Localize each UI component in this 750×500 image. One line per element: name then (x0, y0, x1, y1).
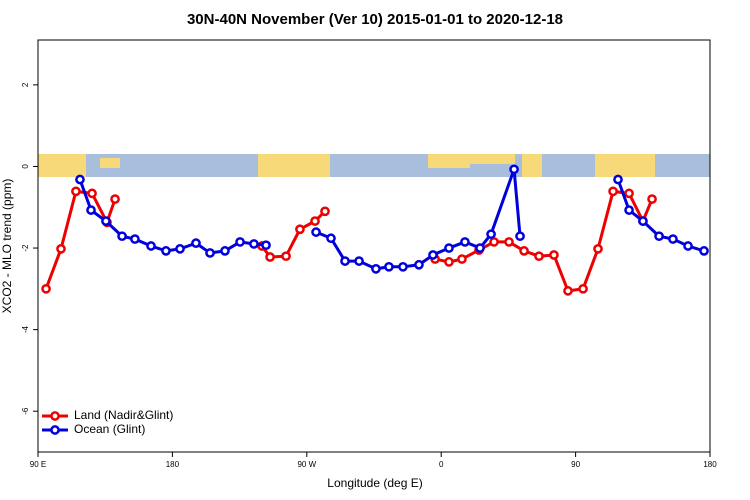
series-point (428, 250, 438, 260)
series-point (146, 241, 156, 251)
series-point (593, 244, 603, 254)
series-point (384, 261, 394, 272)
series-point (699, 246, 709, 256)
series-point (249, 239, 259, 249)
series-point (56, 244, 66, 254)
series-point (444, 243, 454, 253)
series-point (265, 252, 275, 262)
series-point (87, 188, 97, 199)
series-point (457, 254, 467, 264)
x-tick-label: 180 (166, 460, 180, 469)
series-point (489, 237, 499, 247)
series-point (414, 259, 424, 270)
chart-title: 30N-40N November (Ver 10) 2015-01-01 to … (187, 11, 563, 28)
series-point (398, 261, 408, 272)
series-point (86, 205, 96, 215)
series-point (509, 164, 519, 175)
y-tick-label: 0 (21, 164, 30, 169)
series-point (624, 188, 634, 199)
x-tick-label: 90 E (30, 460, 46, 469)
series-point (608, 186, 618, 197)
y-tick-label: -4 (21, 326, 30, 334)
x-tick-label: 90 W (297, 460, 316, 469)
series-point (220, 246, 230, 256)
series-point (71, 186, 81, 197)
series-point (175, 244, 185, 254)
series-point (354, 256, 364, 266)
legend-label: Ocean (Glint) (74, 422, 145, 436)
series-point (320, 206, 330, 217)
series-point (475, 243, 485, 253)
series-point (371, 263, 381, 274)
series-point (515, 231, 525, 242)
x-tick-label: 90 (571, 460, 580, 469)
series-point (578, 283, 588, 294)
series-point (444, 257, 454, 267)
x-tick-label: 0 (439, 460, 444, 469)
legend-label: Land (Nadir&Glint) (74, 408, 173, 422)
series-point (340, 256, 350, 266)
series-point (668, 234, 678, 244)
series-point (235, 237, 245, 247)
legend-marker (50, 411, 60, 421)
series-point (647, 194, 657, 204)
map-band (38, 154, 710, 177)
y-tick-label: -2 (21, 244, 30, 252)
series-point (624, 205, 634, 215)
series-point (75, 174, 85, 185)
series-point (191, 238, 201, 248)
series-point (534, 251, 544, 262)
series-point (460, 237, 470, 247)
y-tick-label: -6 (21, 407, 30, 415)
series-point (549, 250, 559, 260)
series-point (613, 174, 623, 185)
series-point (311, 227, 321, 237)
series-point (519, 246, 529, 256)
series-point (654, 231, 664, 242)
series-point (205, 248, 215, 258)
legend-marker (50, 425, 60, 435)
series-line (44, 189, 117, 290)
series-point (563, 286, 573, 296)
x-tick-label: 180 (703, 460, 717, 469)
series-line (315, 168, 522, 271)
series-point (295, 224, 305, 235)
series-point (683, 241, 693, 251)
series-point (161, 246, 171, 256)
x-axis-label: Longitude (deg E) (327, 476, 422, 490)
y-axis-label: XCO2 - MLO trend (ppm) (0, 179, 14, 314)
series-point (281, 251, 291, 262)
y-tick-label: 2 (21, 82, 30, 87)
series-point (504, 237, 514, 247)
series-point (130, 234, 140, 244)
series-point (486, 229, 496, 240)
series-point (101, 216, 111, 226)
series-point (326, 233, 336, 244)
series-point (41, 283, 51, 294)
series-point (638, 216, 648, 226)
series-point (310, 216, 320, 226)
series-point (117, 231, 127, 242)
plot-frame (37, 39, 711, 453)
series-point (261, 240, 271, 251)
series-point (110, 194, 120, 204)
